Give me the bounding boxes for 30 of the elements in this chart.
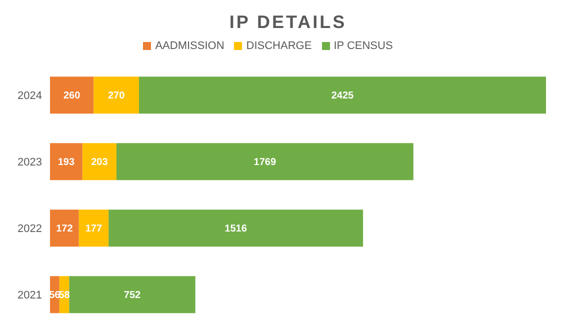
data-label: 193 — [58, 157, 75, 168]
bar — [69, 276, 196, 314]
legend-label: IP CENSUS — [334, 40, 393, 52]
y-tick-label: 2023 — [18, 156, 42, 169]
data-label: 270 — [108, 90, 126, 102]
data-label: 172 — [56, 224, 74, 235]
data-label: 177 — [85, 224, 103, 235]
bar — [50, 76, 94, 114]
data-label: 1516 — [224, 224, 248, 235]
y-tick-label: 2022 — [18, 223, 42, 236]
bar — [50, 143, 82, 180]
bar — [94, 76, 139, 114]
data-label: 58 — [58, 290, 70, 302]
y-tick-label: 2021 — [18, 290, 42, 302]
y-tick-label: 2024 — [18, 90, 42, 102]
bar — [82, 143, 116, 180]
data-label: 56 — [49, 290, 61, 302]
bar — [78, 210, 109, 247]
legend-label: AADMISSION — [155, 40, 224, 52]
data-label: 203 — [91, 157, 108, 168]
data-label: 1769 — [254, 157, 276, 168]
bar — [138, 76, 546, 114]
data-label: 260 — [63, 90, 81, 102]
bar — [116, 143, 414, 180]
data-label: 2425 — [331, 90, 354, 102]
legend-label: DISCHARGE — [246, 40, 312, 52]
bar — [50, 210, 79, 247]
chart-title: IP DETAILS — [228, 11, 348, 34]
bar — [108, 210, 364, 247]
data-label: 752 — [124, 290, 142, 302]
